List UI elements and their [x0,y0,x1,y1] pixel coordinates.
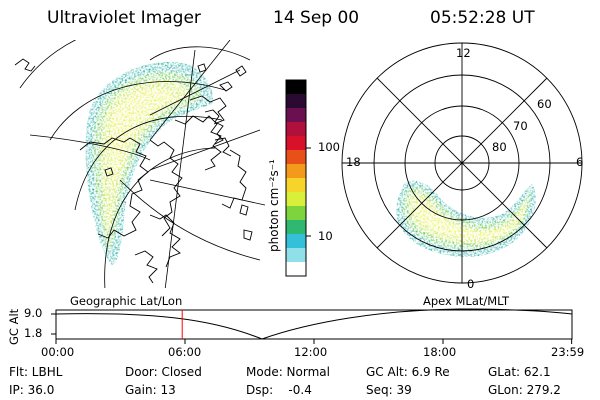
x-tick-label-2359: 23:59 [551,345,585,359]
colorbar-band [286,234,306,249]
colorbar-tick-label-100: 100 [318,140,340,154]
geographic-map [14,40,266,288]
status-ip: IP: 36.0 [9,383,55,397]
instrument-title: Ultraviolet Imager [47,8,201,28]
coastlines [14,58,253,284]
colorbar-band [286,80,306,95]
colorbar-band [286,164,306,179]
y-tick-label-9: 9.0 [24,306,43,320]
status-glat: GLat: 62.1 [488,365,551,379]
geographic-panel-label: Geographic Lat/Lon [70,294,183,308]
observation-time: 05:52:28 UT [430,8,535,28]
colorbar [285,79,311,277]
altitude-plot [51,308,573,344]
colorbar-band [286,178,306,193]
status-mode: Mode: Normal [246,365,330,379]
aurora-oval-polar [396,180,536,258]
status-gc-alt: GC Alt: 6.9 Re [366,365,450,379]
status-dsp: Dsp: -0.4 [246,383,312,397]
observation-date: 14 Sep 00 [273,8,360,28]
x-tick-label-0600: 06:00 [168,345,202,359]
status-seq: Seq: 39 [366,383,412,397]
mlat-label-60: 60 [537,97,552,111]
polar-diagonal-2 [376,77,548,249]
x-tick-label-0000: 00:00 [41,345,75,359]
mlt-label-0: 0 [467,277,475,291]
mlat-label-70: 70 [513,119,528,133]
geographic-grid [19,40,266,288]
colorbar-band [286,136,306,151]
status-door: Door: Closed [125,365,202,379]
x-tick-label-1200: 12:00 [294,345,328,359]
colorbar-band [286,122,306,137]
mlt-label-12: 12 [456,46,471,60]
colorbar-tick-label-10: 10 [318,229,333,243]
mlt-label-18: 18 [346,155,361,169]
colorbar-units-label: photon cm⁻²s⁻¹ [267,159,281,252]
y-tick-label-1.8: 1.8 [24,326,43,340]
polar-panel-label: Apex MLat/MLT [423,294,510,308]
x-tick-label-1800: 18:00 [423,345,457,359]
status-gain: Gain: 13 [125,383,176,397]
x-ticks [55,339,573,344]
colorbar-band [286,248,306,263]
mlat-label-80: 80 [492,140,507,154]
status-glon: GLon: 279.2 [488,383,561,397]
colorbar-band [286,108,306,123]
colorbar-band [286,94,306,109]
gc-alt-axis-label: GC Alt [7,308,21,345]
colorbar-band [286,150,306,165]
colorbar-bands [286,80,306,277]
mlt-label-6: 6 [576,155,584,169]
colorbar-band [286,206,306,221]
colorbar-band [286,220,306,235]
status-filter: Flt: LBHL [9,365,63,379]
colorbar-band [286,262,306,277]
altitude-curve [55,308,573,340]
colorbar-band [286,192,306,207]
polar-plot [341,42,583,284]
